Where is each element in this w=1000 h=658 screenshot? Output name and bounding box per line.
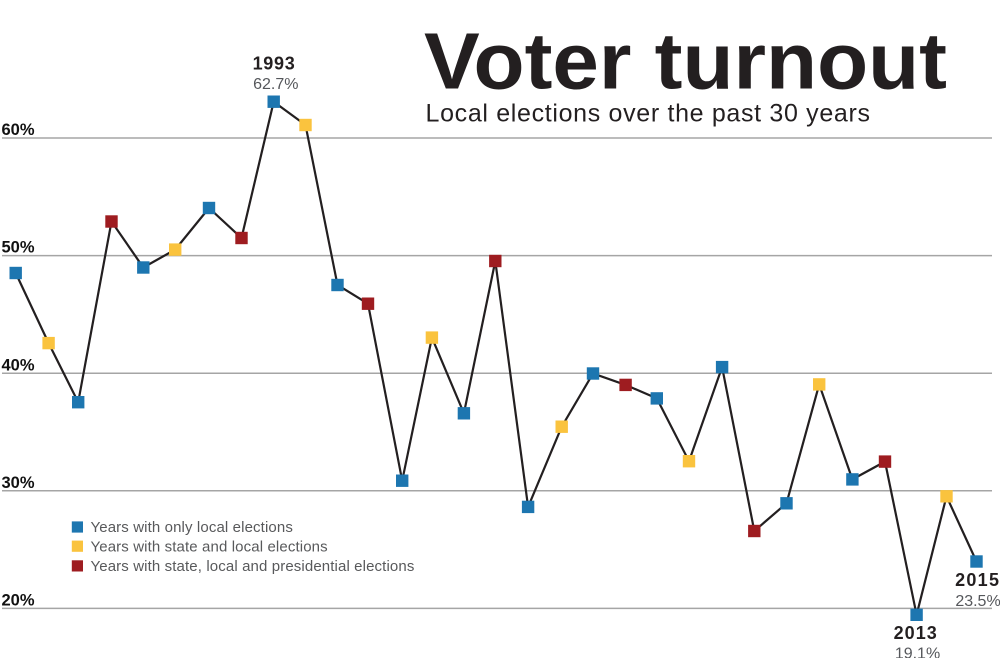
svg-text:50%: 50% — [2, 239, 35, 257]
svg-text:23.5%: 23.5% — [955, 593, 1000, 610]
svg-text:19.1%: 19.1% — [895, 645, 940, 658]
svg-text:30%: 30% — [2, 474, 35, 492]
svg-text:Voter turnout: Voter turnout — [424, 17, 947, 106]
svg-text:2013: 2013 — [894, 623, 938, 643]
svg-text:Local elections over the past: Local elections over the past 30 years — [426, 100, 871, 128]
svg-text:2015: 2015 — [955, 570, 1000, 590]
svg-text:62.7%: 62.7% — [253, 76, 298, 93]
svg-text:Years with state, local and pr: Years with state, local and presidential… — [91, 558, 415, 575]
svg-text:40%: 40% — [2, 356, 35, 374]
svg-text:1993: 1993 — [253, 54, 296, 74]
svg-text:20%: 20% — [2, 592, 35, 610]
svg-text:Years with only local election: Years with only local elections — [91, 519, 293, 536]
svg-text:Years with state and local ele: Years with state and local elections — [91, 539, 328, 556]
svg-text:60%: 60% — [2, 121, 35, 139]
